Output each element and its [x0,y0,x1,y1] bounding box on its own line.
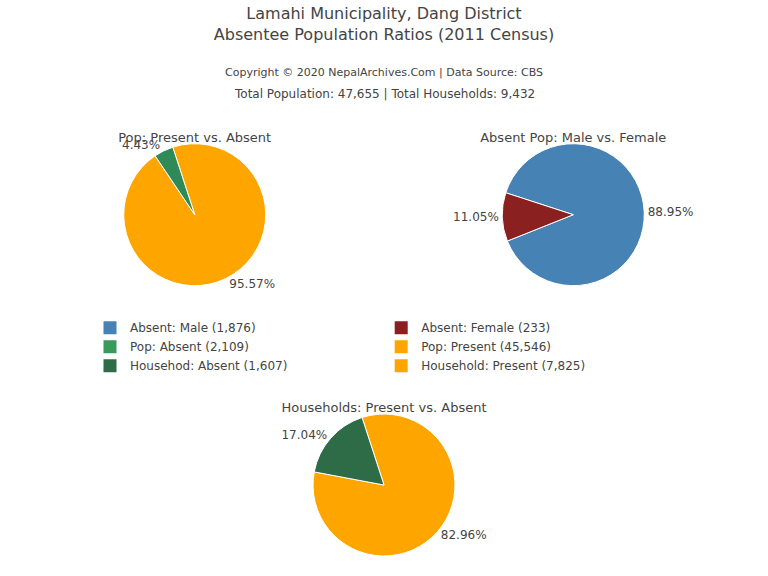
svg-text:Househod: Absent (1,607): Househod: Absent (1,607) [130,359,287,373]
svg-text:Absent: Female (233): Absent: Female (233) [421,321,550,335]
svg-text:11.05%: 11.05% [453,210,499,224]
svg-text:95.57%: 95.57% [229,277,275,291]
svg-text:Lamahi Municipality, Dang Dist: Lamahi Municipality, Dang DistrictAbsent… [214,4,554,44]
svg-text:Pop: Absent (2,109): Pop: Absent (2,109) [130,340,249,354]
svg-text:82.96%: 82.96% [441,528,487,542]
svg-text:Household: Present (7,825): Household: Present (7,825) [421,359,585,373]
svg-text:Pop: Present (45,546): Pop: Present (45,546) [421,340,551,354]
svg-text:88.95%: 88.95% [648,205,694,219]
svg-text:Total Population: 47,655 | Tot: Total Population: 47,655 | Total Househo… [234,87,535,101]
svg-text:Households: Present vs. Absent: Households: Present vs. Absent [282,400,487,415]
svg-text:4.43%: 4.43% [122,138,160,152]
svg-text:Absent: Male (1,876): Absent: Male (1,876) [130,321,256,335]
svg-text:Copyright © 2020 NepalArchives: Copyright © 2020 NepalArchives.Com | Dat… [225,66,543,79]
svg-text:Pop: Present vs. Absent: Pop: Present vs. Absent [118,130,271,145]
svg-text:Absent Pop: Male vs. Female: Absent Pop: Male vs. Female [480,130,666,145]
svg-text:17.04%: 17.04% [281,428,327,442]
